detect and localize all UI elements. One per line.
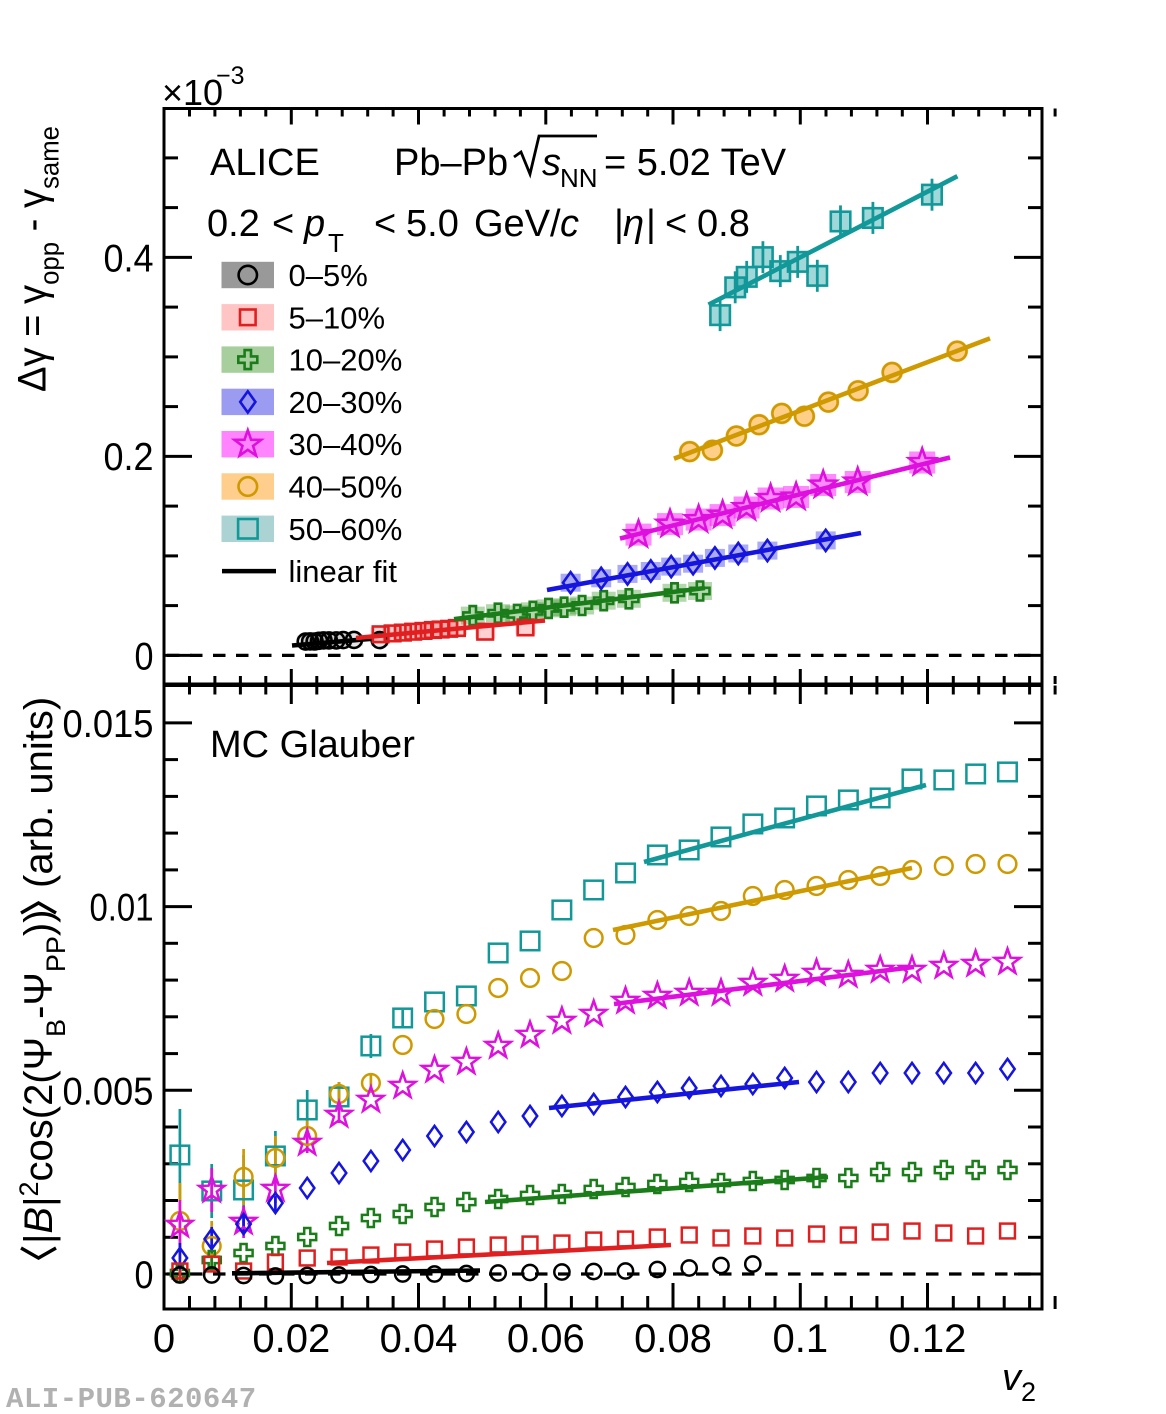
svg-text:0.8: 0.8 [697, 203, 750, 245]
svg-text:<: < [665, 203, 687, 245]
svg-text:ALI-PUB-620647: ALI-PUB-620647 [6, 1383, 257, 1414]
svg-text:50–60%: 50–60% [289, 512, 403, 547]
svg-text:Δγ = γopp - γsame: Δγ = γopp - γsame [11, 126, 65, 392]
svg-text:(arb. units): (arb. units) [17, 697, 61, 888]
svg-text:0.01: 0.01 [90, 887, 154, 930]
svg-text:= 5.02 TeV: = 5.02 TeV [604, 142, 787, 184]
svg-text:<: < [272, 203, 294, 245]
svg-text:T: T [328, 228, 344, 258]
svg-text:c: c [560, 203, 579, 245]
svg-text:GeV/: GeV/ [474, 203, 561, 245]
svg-text:40–50%: 40–50% [289, 470, 403, 505]
svg-text:0.02: 0.02 [252, 1317, 330, 1361]
svg-text:ALICE: ALICE [210, 142, 320, 184]
svg-text:×10: ×10 [162, 72, 223, 113]
svg-text:0.015: 0.015 [63, 703, 154, 746]
svg-text:p: p [303, 203, 325, 245]
svg-text:−3: −3 [216, 62, 245, 90]
svg-text:0.04: 0.04 [380, 1317, 458, 1361]
svg-text:0–5%: 0–5% [289, 258, 368, 293]
svg-text:2: 2 [1021, 1377, 1036, 1407]
svg-text:10–20%: 10–20% [289, 343, 403, 378]
svg-text:0: 0 [135, 636, 154, 679]
svg-text:linear fit: linear fit [289, 554, 398, 589]
svg-text:0: 0 [135, 1254, 154, 1297]
svg-text:0.005: 0.005 [63, 1071, 154, 1114]
svg-text:0.4: 0.4 [104, 238, 154, 281]
svg-text:v: v [1002, 1357, 1023, 1399]
svg-text:0.2: 0.2 [104, 436, 154, 479]
svg-text:Pb–Pb: Pb–Pb [394, 142, 508, 184]
svg-text:|: | [646, 203, 656, 245]
svg-text:5.0: 5.0 [406, 203, 459, 245]
svg-text:0.2: 0.2 [207, 203, 260, 245]
svg-text:5–10%: 5–10% [289, 300, 386, 335]
svg-text:NN: NN [560, 163, 598, 193]
svg-text:|: | [614, 203, 624, 245]
svg-text:30–40%: 30–40% [289, 427, 403, 462]
svg-text:0: 0 [153, 1317, 175, 1361]
svg-text:<: < [374, 203, 396, 245]
svg-text:0.1: 0.1 [772, 1317, 828, 1361]
svg-text:η: η [623, 203, 644, 245]
svg-text:0.06: 0.06 [507, 1317, 585, 1361]
svg-text:MC Glauber: MC Glauber [210, 724, 415, 766]
svg-text:|B|2cos(2(ΨB-ΨPP)): |B|2cos(2(ΨB-ΨPP)) [14, 910, 71, 1245]
svg-text:0.08: 0.08 [634, 1317, 712, 1361]
svg-text:s: s [542, 142, 561, 184]
svg-text:20–30%: 20–30% [289, 385, 403, 420]
svg-text:0.12: 0.12 [889, 1317, 967, 1361]
